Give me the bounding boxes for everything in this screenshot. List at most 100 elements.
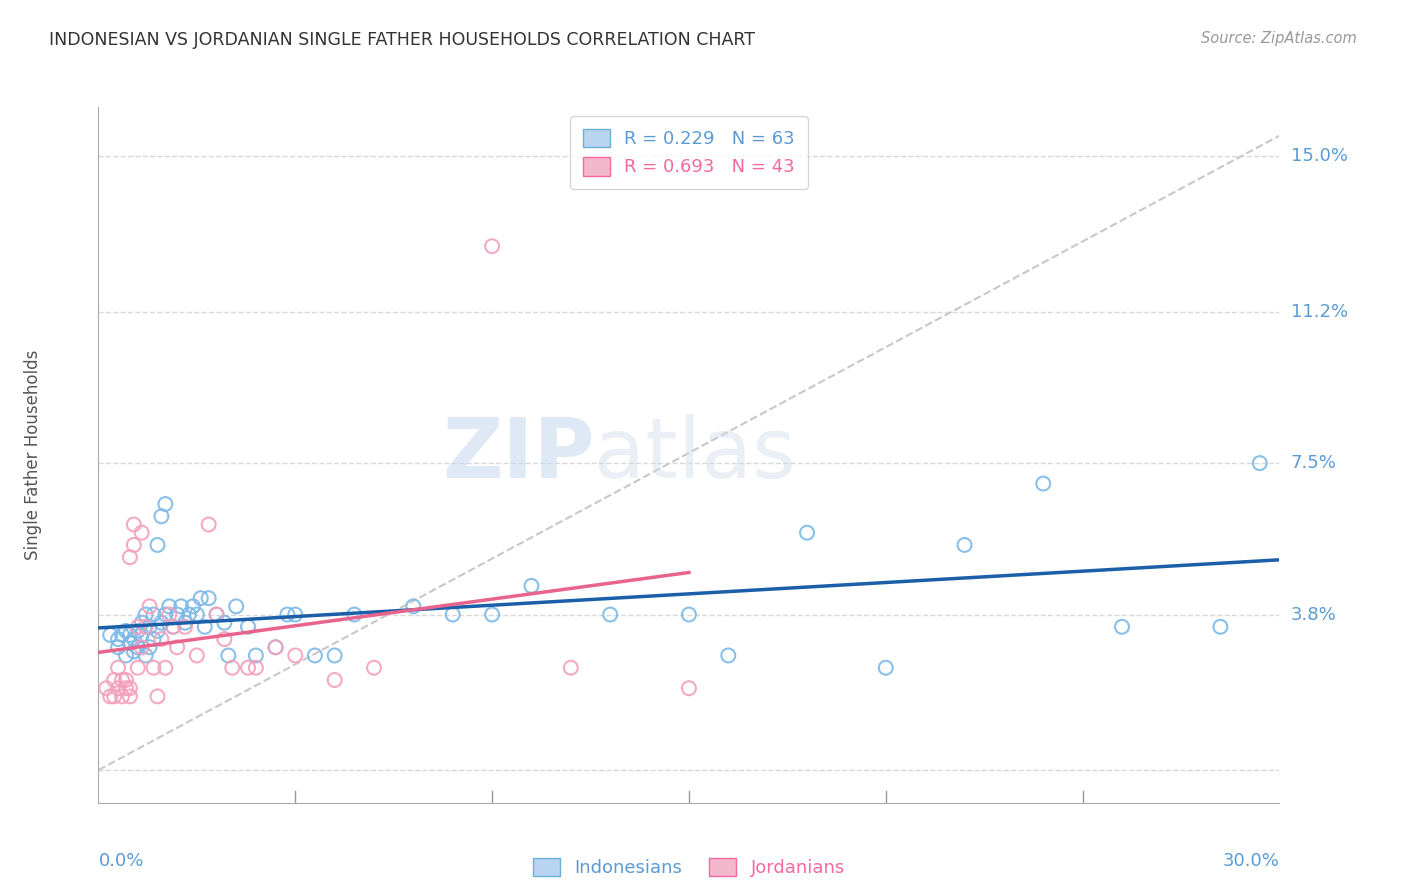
Point xyxy=(953,538,976,552)
Text: 15.0%: 15.0% xyxy=(1291,147,1347,165)
Point xyxy=(150,632,173,646)
Text: 7.5%: 7.5% xyxy=(1291,454,1337,472)
Point xyxy=(138,599,160,614)
Text: 11.2%: 11.2% xyxy=(1291,302,1348,321)
Point xyxy=(96,681,118,696)
Point xyxy=(190,591,212,606)
Point xyxy=(135,620,157,634)
Point xyxy=(264,640,287,655)
Point xyxy=(115,648,138,663)
Point xyxy=(127,640,149,655)
Point xyxy=(131,525,153,540)
Point xyxy=(875,661,897,675)
Point xyxy=(166,640,188,655)
Point xyxy=(138,620,160,634)
Point xyxy=(118,690,141,704)
Point xyxy=(155,497,177,511)
Point xyxy=(678,681,700,696)
Point xyxy=(111,673,134,687)
Point xyxy=(284,648,307,663)
Point xyxy=(135,607,157,622)
Point xyxy=(157,607,180,622)
Point xyxy=(214,632,236,646)
Point xyxy=(186,648,208,663)
Point xyxy=(1209,620,1232,634)
Point xyxy=(186,607,208,622)
Point xyxy=(245,661,267,675)
Point xyxy=(118,628,141,642)
Point xyxy=(197,517,219,532)
Point xyxy=(1249,456,1271,470)
Point xyxy=(111,628,134,642)
Point xyxy=(107,640,129,655)
Point xyxy=(166,607,188,622)
Point xyxy=(1032,476,1054,491)
Point xyxy=(115,624,138,638)
Point xyxy=(138,640,160,655)
Point xyxy=(103,673,125,687)
Point xyxy=(146,538,169,552)
Point xyxy=(122,632,145,646)
Point xyxy=(142,661,165,675)
Text: 0.0%: 0.0% xyxy=(98,852,143,870)
Text: Source: ZipAtlas.com: Source: ZipAtlas.com xyxy=(1201,31,1357,46)
Point xyxy=(599,607,621,622)
Point xyxy=(717,648,740,663)
Point xyxy=(194,620,217,634)
Point xyxy=(150,509,173,524)
Point xyxy=(107,681,129,696)
Point xyxy=(118,636,141,650)
Point xyxy=(118,550,141,565)
Point xyxy=(131,628,153,642)
Point xyxy=(122,538,145,552)
Point xyxy=(127,661,149,675)
Point xyxy=(560,661,582,675)
Text: atlas: atlas xyxy=(595,415,796,495)
Point xyxy=(146,690,169,704)
Point xyxy=(111,690,134,704)
Point xyxy=(107,632,129,646)
Point xyxy=(115,681,138,696)
Point xyxy=(162,620,184,634)
Point xyxy=(142,607,165,622)
Point xyxy=(103,690,125,704)
Point xyxy=(98,690,121,704)
Point xyxy=(225,599,247,614)
Point xyxy=(481,239,503,253)
Point xyxy=(796,525,818,540)
Point xyxy=(284,607,307,622)
Point xyxy=(323,673,346,687)
Point xyxy=(343,607,366,622)
Point xyxy=(162,620,184,634)
Point xyxy=(127,624,149,638)
Point xyxy=(221,661,243,675)
Point xyxy=(170,599,193,614)
Point xyxy=(304,648,326,663)
Point xyxy=(142,632,165,646)
Point xyxy=(402,599,425,614)
Point xyxy=(205,607,228,622)
Point xyxy=(174,620,197,634)
Point xyxy=(520,579,543,593)
Text: INDONESIAN VS JORDANIAN SINGLE FATHER HOUSEHOLDS CORRELATION CHART: INDONESIAN VS JORDANIAN SINGLE FATHER HO… xyxy=(49,31,755,49)
Point xyxy=(481,607,503,622)
Point xyxy=(264,640,287,655)
Point xyxy=(217,648,239,663)
Point xyxy=(181,599,204,614)
Point xyxy=(236,661,259,675)
Point xyxy=(115,673,138,687)
Point xyxy=(155,661,177,675)
Point xyxy=(131,640,153,655)
Point xyxy=(118,681,141,696)
Point xyxy=(197,591,219,606)
Point xyxy=(98,628,121,642)
Point xyxy=(122,517,145,532)
Point xyxy=(1111,620,1133,634)
Point xyxy=(214,615,236,630)
Point xyxy=(441,607,464,622)
Point xyxy=(245,648,267,663)
Legend: Indonesians, Jordanians: Indonesians, Jordanians xyxy=(526,850,852,884)
Text: Single Father Households: Single Father Households xyxy=(24,350,42,560)
Point xyxy=(236,620,259,634)
Text: ZIP: ZIP xyxy=(441,415,595,495)
